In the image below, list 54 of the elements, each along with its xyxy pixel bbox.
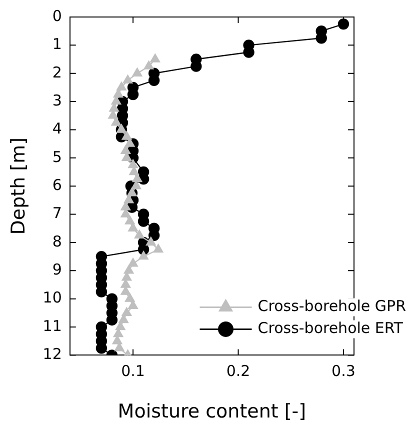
x-tick-label: 0.2 — [226, 362, 250, 380]
point — [120, 202, 131, 210]
point — [124, 293, 135, 302]
x-axis-title: Moisture content [-] — [118, 400, 306, 423]
y-tick-label: 8 — [52, 232, 62, 250]
point — [112, 336, 122, 344]
point — [338, 18, 350, 30]
point — [132, 68, 142, 76]
point — [116, 124, 126, 133]
point — [122, 272, 132, 281]
y-tick-label: 2 — [52, 63, 62, 82]
point — [120, 145, 131, 154]
y-tick-label: 6 — [52, 176, 62, 194]
point — [128, 300, 138, 309]
point — [144, 60, 154, 70]
point — [124, 194, 134, 204]
point — [128, 159, 138, 168]
y-tick-label: 4 — [52, 120, 62, 138]
y-tick-label: 10 — [42, 288, 62, 307]
y-tick-label: 7 — [52, 204, 62, 222]
point — [128, 258, 138, 267]
y-axis-title: Depth [m] — [7, 137, 30, 235]
point — [124, 216, 135, 224]
point — [124, 265, 134, 274]
y-tick-label: 0 — [52, 6, 62, 25]
point — [108, 110, 118, 119]
x-tick-label: 0.3 — [332, 362, 356, 380]
point — [150, 54, 160, 62]
point — [120, 208, 131, 218]
y-tick-label: 1 — [52, 35, 62, 54]
point — [120, 286, 131, 295]
legend-label: Cross-borehole ERT — [258, 319, 404, 338]
point — [153, 244, 164, 253]
point — [124, 138, 135, 147]
point — [128, 222, 138, 232]
y-tick-label: 9 — [52, 260, 62, 279]
y-tick-label: 5 — [52, 148, 62, 166]
point — [146, 236, 156, 246]
point — [122, 131, 132, 140]
x-tick-label: 0.1 — [121, 362, 145, 380]
point — [138, 250, 148, 260]
y-tick-label: 3 — [52, 91, 62, 110]
point — [122, 74, 133, 84]
point — [122, 307, 132, 316]
y-tick-label: 11 — [42, 316, 62, 335]
point — [120, 279, 131, 288]
point — [111, 117, 122, 126]
point — [127, 188, 137, 196]
y-tick-label: 12 — [42, 345, 62, 364]
point — [131, 180, 142, 190]
point — [134, 230, 144, 239]
legend-label: Cross-borehole GPR — [258, 297, 406, 316]
point — [114, 342, 124, 352]
point — [116, 82, 126, 91]
